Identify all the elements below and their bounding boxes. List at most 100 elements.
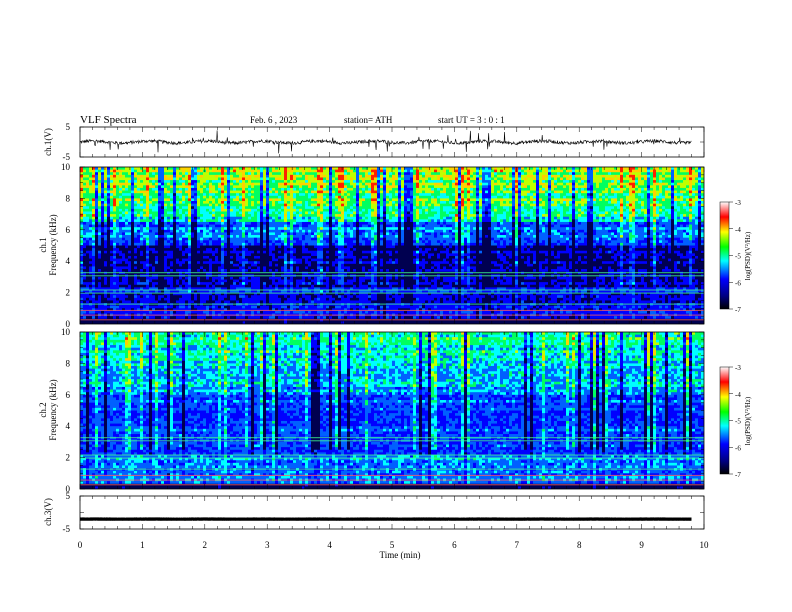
spectrogram-cell: [260, 316, 264, 320]
spectrogram-cell: [137, 167, 141, 171]
spectrogram-cell: [137, 263, 141, 267]
spectrogram-cell: [158, 321, 162, 324]
spectrogram-cell: [128, 300, 132, 304]
spectrogram-cell: [179, 177, 183, 181]
spectrogram-cell: [317, 235, 321, 239]
spectrogram-cell: [278, 263, 282, 267]
spectrogram-cell: [179, 193, 183, 197]
spectrogram-cell: [230, 258, 234, 262]
spectrogram-cell: [290, 305, 294, 309]
spectrogram-cell: [260, 261, 264, 265]
spectrogram-cell: [164, 284, 168, 288]
spectrogram-cell: [218, 227, 222, 231]
spectrogram-cell: [209, 237, 213, 241]
spectrogram-cell: [125, 180, 129, 184]
spectrogram-cell: [311, 282, 315, 286]
spectrogram-cell: [260, 221, 264, 225]
spectrogram-cell: [113, 240, 117, 244]
spectrogram-cell: [209, 227, 213, 231]
spectrogram-cell: [119, 221, 123, 225]
spectrogram-cell: [158, 282, 162, 286]
spectrogram-cell: [266, 316, 270, 320]
spectrogram-cell: [116, 316, 120, 320]
spectrogram-cell: [167, 180, 171, 184]
spectrogram-cell: [269, 167, 273, 171]
spectrogram-cell: [314, 177, 318, 181]
spectrogram-cell: [197, 258, 201, 262]
spectrogram-cell: [158, 279, 162, 283]
spectrogram-cell: [128, 237, 132, 241]
spectrogram-cell: [101, 237, 105, 241]
spectrogram-cell: [122, 187, 126, 191]
spectrogram-cell: [194, 295, 198, 299]
spectrogram-cell: [206, 263, 210, 267]
spectrogram-cell: [275, 195, 279, 199]
spectrogram-cell: [89, 177, 93, 181]
spectrogram-cell: [110, 208, 114, 212]
spectrogram-cell: [257, 242, 261, 246]
spectrogram-cell: [116, 180, 120, 184]
spectrogram-cell: [239, 248, 243, 252]
spectrogram-cell: [266, 297, 270, 301]
spectrogram-cell: [209, 255, 213, 259]
spectrogram-cell: [266, 287, 270, 291]
spectrogram-cell: [275, 255, 279, 259]
spectrogram-cell: [251, 316, 255, 320]
spectrogram-cell: [257, 201, 261, 205]
spectrogram-cell: [80, 237, 84, 241]
spectrogram-cell: [158, 237, 162, 241]
spectrogram-cell: [215, 284, 219, 288]
spectrogram-cell: [245, 180, 249, 184]
spectrogram-cell: [245, 248, 249, 252]
spectrogram-cell: [287, 308, 291, 312]
spectrogram-cell: [272, 250, 276, 254]
spectrogram-cell: [308, 172, 312, 176]
spectrogram-cell: [200, 169, 204, 173]
spectrogram-cell: [317, 232, 321, 236]
spectrogram-cell: [107, 282, 111, 286]
spectrogram-cell: [80, 232, 84, 236]
spectrogram-cell: [290, 289, 294, 293]
spectrogram-cell: [149, 211, 153, 215]
spectrogram-cell: [305, 214, 309, 218]
spectrogram-cell: [272, 289, 276, 293]
spectrogram-cell: [131, 253, 135, 257]
spectrogram-cell: [296, 292, 300, 296]
spectrogram-cell: [140, 240, 144, 244]
spectrogram-cell: [314, 245, 318, 249]
spectrogram-cell: [254, 305, 258, 309]
spectrogram-cell: [182, 180, 186, 184]
spectrogram-cell: [188, 201, 192, 205]
spectrogram-cell: [80, 240, 84, 244]
spectrogram-cell: [149, 305, 153, 309]
spectrogram-cell: [134, 308, 138, 312]
spectrogram-cell: [290, 232, 294, 236]
spectrogram-cell: [203, 203, 207, 207]
spectrogram-cell: [257, 305, 261, 309]
spectrogram-cell: [83, 308, 87, 312]
spectrogram-cell: [203, 279, 207, 283]
spectrogram-cell: [152, 240, 156, 244]
spectrogram-cell: [218, 287, 222, 291]
spectrogram-cell: [83, 195, 87, 199]
spectrogram-cell: [290, 201, 294, 205]
spectrogram-cell: [179, 211, 183, 215]
spectrogram-cell: [320, 169, 324, 173]
spectrogram-cell: [242, 211, 246, 215]
spectrogram-cell: [287, 211, 291, 215]
spectrogram-cell: [95, 211, 99, 215]
spectrogram-cell: [254, 242, 258, 246]
spectrogram-cell: [272, 174, 276, 178]
spectrogram-cell: [152, 300, 156, 304]
spectrogram-cell: [92, 235, 96, 239]
spectrogram-cell: [110, 229, 114, 233]
spectrogram-cell: [104, 206, 108, 210]
spectrogram-cell: [272, 305, 276, 309]
spectrogram-cell: [251, 300, 255, 304]
spectrogram-cell: [272, 310, 276, 314]
spectrogram-cell: [251, 321, 255, 324]
spectrogram-cell: [218, 193, 222, 197]
spectrogram-cell: [89, 237, 93, 241]
spectrogram-cell: [107, 245, 111, 249]
spectrogram-cell: [311, 276, 315, 280]
